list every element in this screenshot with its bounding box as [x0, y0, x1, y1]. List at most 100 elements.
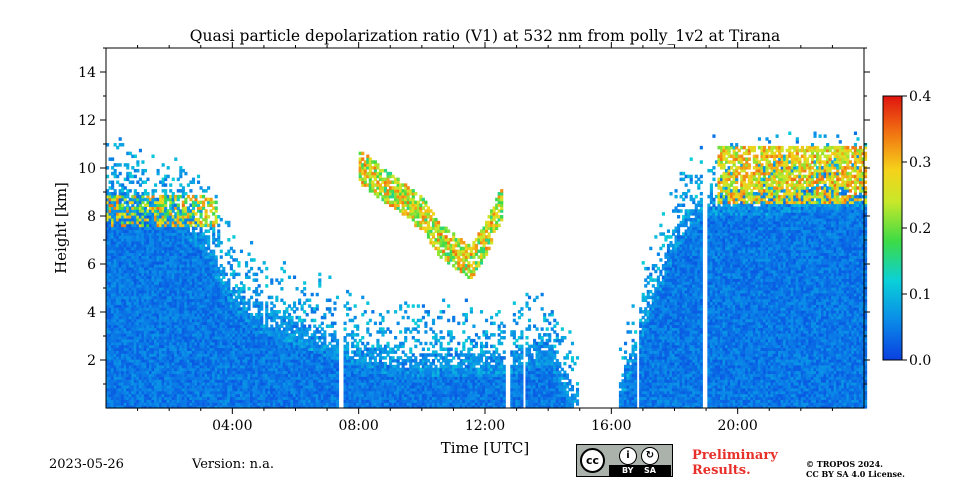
- heatmap-cell: [320, 327, 324, 331]
- heatmap-cell: [111, 223, 115, 228]
- heatmap-cell: [250, 327, 254, 331]
- heatmap-cell: [164, 361, 168, 366]
- heatmap-cell: [131, 356, 135, 360]
- heatmap-cell: [151, 243, 155, 248]
- heatmap-cell: [116, 315, 120, 320]
- heatmap-cell: [118, 220, 122, 225]
- heatmap-cell: [277, 376, 281, 380]
- heatmap-cell: [320, 356, 324, 360]
- heatmap-cell: [161, 359, 165, 363]
- heatmap-cell: [133, 212, 137, 216]
- heatmap-cell: [262, 341, 266, 346]
- heatmap-cell: [118, 376, 122, 380]
- heatmap-cell: [138, 220, 142, 225]
- heatmap-cell: [141, 390, 145, 395]
- heatmap-cell: [113, 189, 117, 193]
- heatmap-cell: [189, 387, 193, 392]
- heatmap-cell: [292, 304, 297, 308]
- heatmap-cell: [330, 336, 334, 340]
- heatmap-cell: [252, 301, 256, 305]
- heatmap-cell: [214, 243, 218, 248]
- heatmap-cell: [169, 272, 173, 277]
- heatmap-cell: [186, 361, 190, 366]
- heatmap-cell: [272, 402, 276, 406]
- heatmap-cell: [133, 168, 137, 173]
- heatmap-cell: [118, 266, 122, 271]
- heatmap-cell: [128, 220, 132, 225]
- heatmap-cell: [169, 298, 173, 303]
- heatmap-cell: [133, 304, 137, 308]
- heatmap-cell: [108, 384, 112, 389]
- heatmap-cell: [199, 405, 203, 409]
- heatmap-cell: [136, 376, 140, 380]
- heatmap-cell: [121, 275, 125, 279]
- heatmap-cell: [156, 258, 160, 262]
- heatmap-cell: [169, 321, 173, 326]
- heatmap-cell: [270, 344, 274, 349]
- heatmap-cell: [116, 180, 120, 184]
- heatmap-cell: [181, 312, 185, 317]
- heatmap-cell: [141, 168, 145, 173]
- heatmap-cell: [123, 258, 127, 262]
- heatmap-cell: [121, 281, 125, 285]
- heatmap-cell: [108, 157, 112, 161]
- heatmap-cell: [310, 353, 314, 357]
- heatmap-cell: [191, 396, 196, 400]
- heatmap-cell: [305, 356, 309, 360]
- heatmap-cell: [184, 215, 188, 219]
- heatmap-cell: [196, 402, 201, 406]
- heatmap-cell: [323, 402, 327, 406]
- heatmap-cell: [156, 307, 160, 311]
- heatmap-cell: [255, 347, 259, 351]
- heatmap-cell: [159, 324, 163, 328]
- heatmap-cell: [298, 301, 302, 305]
- heatmap-cell: [169, 243, 173, 248]
- heatmap-cell: [131, 229, 135, 233]
- heatmap-cell: [189, 396, 193, 400]
- heatmap-cell: [181, 367, 185, 372]
- heatmap-cell: [123, 338, 127, 343]
- heatmap-cell: [199, 330, 203, 334]
- heatmap-cell: [166, 232, 170, 236]
- heatmap-cell: [128, 336, 132, 340]
- heatmap-cell: [146, 272, 150, 277]
- heatmap-cell: [270, 367, 274, 372]
- heatmap-cell: [159, 315, 163, 320]
- heatmap-cell: [156, 287, 160, 291]
- heatmap-cell: [141, 180, 145, 184]
- heatmap-cell: [161, 376, 165, 380]
- heatmap-cell: [106, 367, 110, 372]
- heatmap-cell: [318, 376, 322, 380]
- heatmap-cell: [280, 364, 284, 369]
- heatmap-cell: [121, 183, 125, 187]
- heatmap-cell: [118, 304, 122, 308]
- heatmap-cell: [287, 353, 292, 357]
- heatmap-cell: [280, 333, 284, 337]
- heatmap-cell: [285, 367, 289, 372]
- heatmap-cell: [275, 387, 279, 392]
- heatmap-cell: [318, 405, 322, 409]
- heatmap-cell: [285, 333, 289, 337]
- heatmap-cell: [325, 364, 329, 369]
- heatmap-cell: [184, 347, 188, 351]
- heatmap-cell: [295, 387, 299, 392]
- heatmap-cell: [159, 197, 163, 202]
- heatmap-cell: [179, 289, 183, 294]
- heatmap-cell: [146, 203, 150, 207]
- heatmap-cell: [255, 304, 259, 308]
- heatmap-cell: [222, 359, 226, 363]
- heatmap-cell: [247, 341, 251, 346]
- heatmap-cell: [176, 203, 180, 207]
- heatmap-cell: [181, 232, 185, 236]
- heatmap-cell: [265, 384, 269, 389]
- heatmap-cell: [174, 356, 178, 360]
- heatmap-cell: [133, 252, 137, 256]
- heatmap-cell: [191, 269, 196, 274]
- heatmap-cell: [126, 370, 130, 375]
- heatmap-cell: [287, 312, 292, 317]
- heatmap-cell: [166, 304, 170, 308]
- heatmap-cell: [154, 258, 158, 262]
- heatmap-cell: [189, 298, 193, 303]
- heatmap-cell: [174, 315, 178, 320]
- heatmap-cell: [204, 324, 208, 328]
